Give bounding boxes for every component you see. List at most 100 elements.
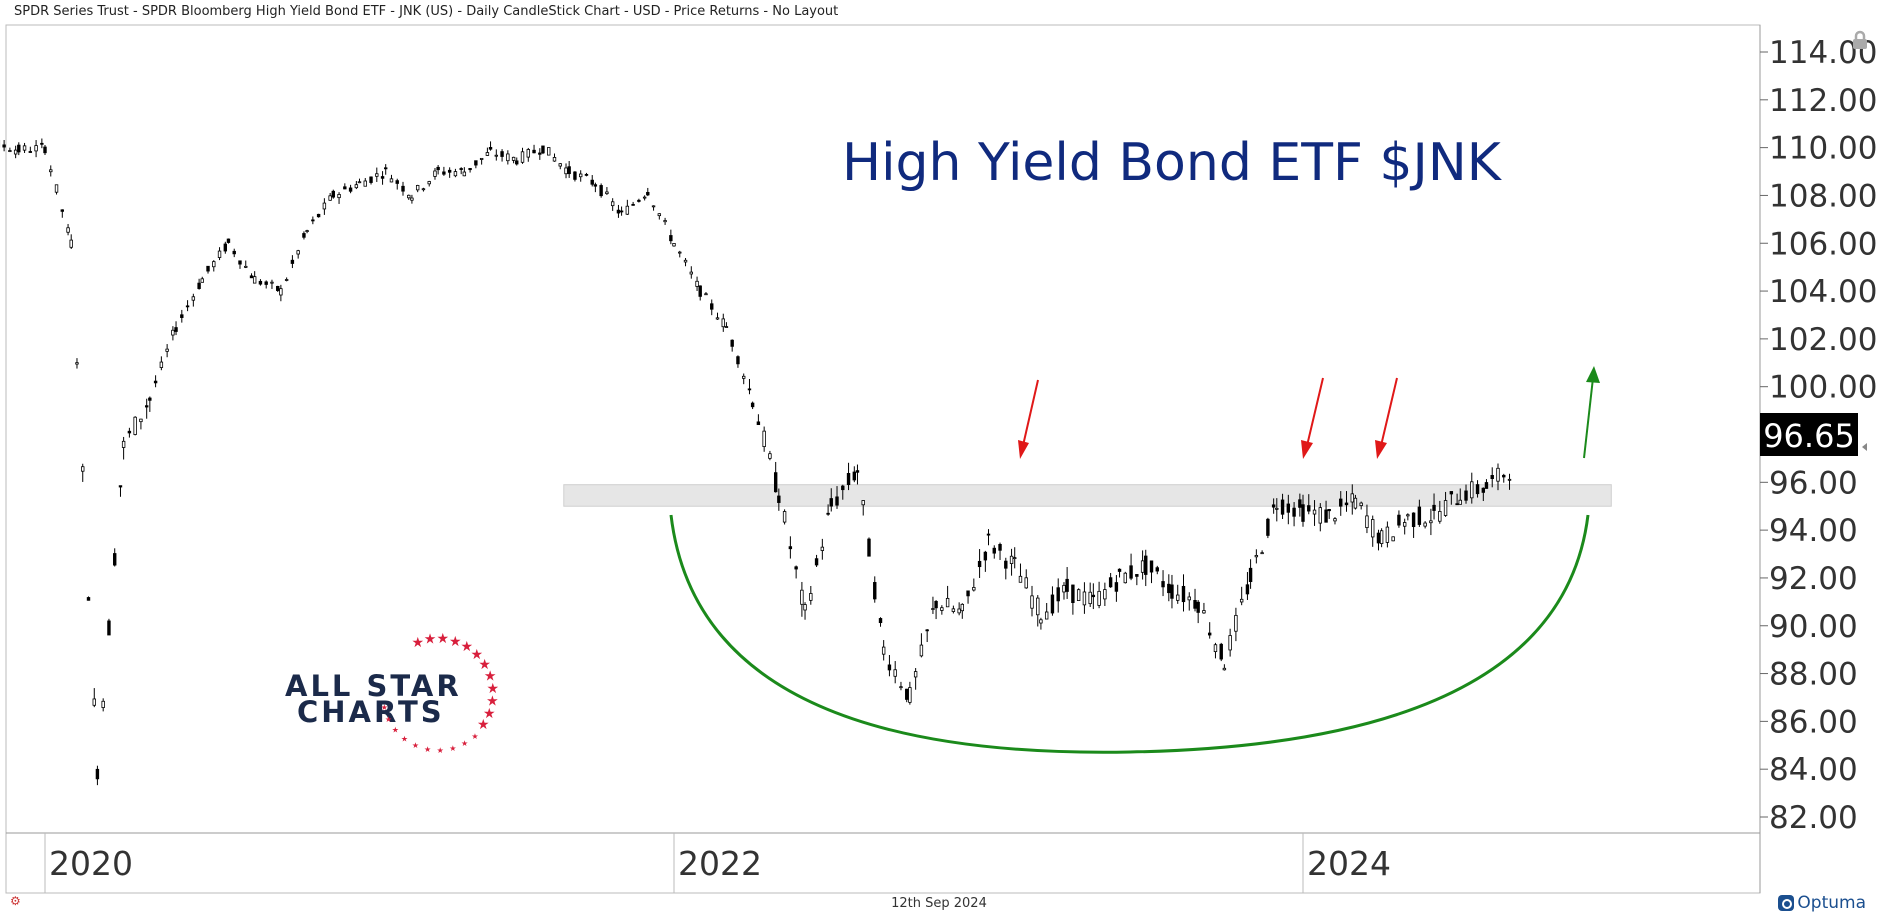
y-tick-label: 112.00 (1769, 83, 1877, 119)
candle (453, 168, 458, 178)
candle (672, 243, 676, 247)
candle (841, 484, 845, 500)
candle (1036, 595, 1040, 627)
candle (1135, 574, 1139, 586)
candle (683, 257, 688, 267)
candle (1091, 583, 1096, 610)
logo-star-icon: ★ (460, 638, 473, 654)
candle (191, 293, 196, 307)
logo-star-icon: ★ (449, 744, 456, 753)
logo-star-icon: ★ (470, 646, 483, 662)
candle (415, 184, 420, 193)
candle (1432, 493, 1436, 520)
candle (742, 373, 746, 385)
optuma-logo-icon (1778, 895, 1795, 911)
candle (861, 500, 865, 516)
candle (1254, 549, 1259, 564)
candle (232, 248, 236, 258)
candle (1455, 493, 1459, 506)
candle (1076, 588, 1081, 601)
candle (165, 344, 169, 358)
candle (960, 603, 964, 619)
y-tick-label: 100.00 (1769, 370, 1877, 406)
candle (695, 276, 699, 291)
candle (710, 299, 714, 316)
candle (756, 414, 761, 426)
candle (468, 168, 472, 173)
candle (28, 146, 33, 153)
candle (1406, 513, 1410, 521)
x-tick-label: 2020 (49, 844, 133, 883)
candle (768, 450, 772, 461)
candle (226, 238, 231, 244)
candle (258, 279, 263, 286)
logo-star-icon: ★ (461, 739, 468, 748)
logo-stars-ring: ★ ★ ★ ★★★★★★★★★★★★★★★★★★★ (381, 630, 499, 755)
y-tick-label: 84.00 (1769, 752, 1858, 788)
candle (1018, 563, 1023, 583)
candle (442, 166, 446, 176)
lock-icon[interactable] (1850, 30, 1870, 50)
candle (1365, 504, 1369, 534)
down-arrow-3 (1375, 377, 1398, 459)
logo-star-icon: ★ (412, 741, 419, 750)
candle (1056, 578, 1060, 613)
x-tick-label: 2024 (1307, 844, 1391, 883)
candle (244, 260, 248, 269)
candle (803, 602, 807, 620)
candle (538, 148, 542, 160)
candle (1379, 528, 1384, 548)
logo-star-icon: ★ (385, 715, 392, 724)
candle (159, 356, 164, 371)
candle (1449, 491, 1454, 505)
scroll-caret-icon[interactable] (1862, 443, 1867, 451)
logo-star-icon: ★ (471, 732, 478, 741)
candle (153, 375, 158, 388)
y-tick-label: 94.00 (1769, 513, 1858, 549)
logo-star-icon: ★ (449, 633, 462, 649)
candle (1271, 498, 1276, 514)
candle (494, 149, 499, 161)
candle (1202, 602, 1206, 614)
candle (730, 339, 734, 352)
candle (479, 157, 484, 165)
candle (1248, 559, 1253, 589)
candle (532, 144, 536, 154)
candle (337, 192, 341, 204)
logo-star-icon: ★ (381, 703, 388, 712)
candle (966, 590, 970, 604)
settings-gear-icon[interactable]: ⚙ (10, 894, 21, 908)
candle (800, 581, 804, 617)
candle (1228, 628, 1232, 657)
candle (174, 321, 178, 336)
y-tick-label: 92.00 (1769, 561, 1858, 597)
logo-star-icon: ★ (486, 693, 499, 709)
candle (669, 229, 673, 245)
candle (1484, 479, 1489, 489)
candle (1344, 491, 1349, 512)
candle (34, 140, 38, 158)
candle (500, 149, 504, 162)
candle (913, 668, 918, 690)
candle (715, 312, 720, 320)
candle (925, 629, 929, 643)
candle (541, 145, 545, 155)
candle (1385, 521, 1390, 548)
logo-star-icon: ★ (424, 631, 437, 647)
candle (1496, 463, 1500, 491)
candle (736, 355, 740, 368)
candle (354, 181, 359, 190)
candle (1103, 582, 1107, 607)
logo-star-icon: ★ (478, 656, 491, 672)
candle (279, 284, 283, 302)
candle (934, 600, 938, 620)
candle (1350, 484, 1354, 515)
candle (1324, 500, 1328, 523)
candle (1170, 574, 1174, 609)
candle (144, 398, 149, 419)
candle (75, 358, 79, 369)
candle (593, 182, 598, 193)
candle (127, 427, 132, 438)
candle (1176, 584, 1180, 604)
candle (322, 198, 327, 215)
